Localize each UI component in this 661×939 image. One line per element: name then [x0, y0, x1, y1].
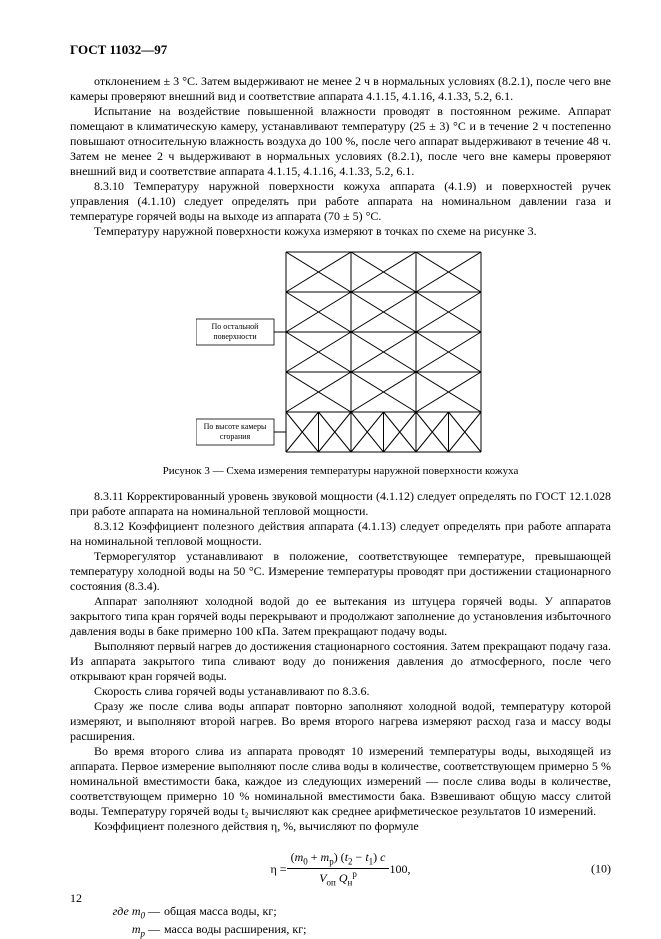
- formula-fraction: (m0 + mр) (t2 − t1) c Vоп Qнр: [287, 850, 390, 887]
- figure-3: По остальной поверхности По высоте камер…: [70, 247, 611, 461]
- page-number: 12: [70, 891, 82, 906]
- paragraph-2: Испытание на воздействие повышенной влаж…: [70, 104, 611, 179]
- figure-label-top-line1: По остальной: [211, 322, 259, 331]
- figure-label-bottom-line1: По высоте камеры: [203, 422, 266, 431]
- formula-tail: 100,: [389, 862, 410, 877]
- paragraph-3: 8.3.10 Температуру наружной поверхности …: [70, 179, 611, 224]
- formula-number: (10): [591, 862, 611, 877]
- paragraph-13: Коэффициент полезного действия η, %, выч…: [70, 819, 611, 834]
- formula-lhs: η =: [271, 862, 287, 877]
- paragraph-8: Аппарат заполняют холодной водой до ее в…: [70, 594, 611, 639]
- figure-label-top-line2: поверхности: [213, 332, 257, 341]
- paragraph-10: Скорость слива горячей воды устанавливаю…: [70, 684, 611, 699]
- paragraph-12: Во время второго слива из аппарата прово…: [70, 744, 611, 819]
- page: ГОСТ 11032—97 отклонением ± 3 °С. Затем …: [0, 0, 661, 936]
- doc-header: ГОСТ 11032—97: [70, 42, 611, 58]
- figure-label-bottom-line2: сгорания: [219, 432, 250, 441]
- paragraph-7: Терморегулятор устанавливают в положение…: [70, 549, 611, 594]
- paragraph-4: Температуру наружной поверхности кожуха …: [70, 224, 611, 239]
- paragraph-6: 8.3.12 Коэффициент полезного действия ап…: [70, 519, 611, 549]
- paragraph-1: отклонением ± 3 °С. Затем выдерживают не…: [70, 74, 611, 104]
- paragraph-9: Выполняют первый нагрев до достижения ст…: [70, 639, 611, 684]
- where-row-1: где m0 — общая масса воды, кг;: [94, 904, 611, 922]
- paragraph-11: Сразу же после слива воды аппарат повтор…: [70, 699, 611, 744]
- where-block: где m0 — общая масса воды, кг; mр — масс…: [70, 904, 611, 939]
- where-row-2: mр — масса воды расширения, кг;: [94, 922, 611, 939]
- figure-3-svg: По остальной поверхности По высоте камер…: [196, 247, 486, 457]
- figure-3-caption: Рисунок 3 — Схема измерения температуры …: [70, 465, 611, 479]
- paragraph-5: 8.3.11 Корректированный уровень звуковой…: [70, 489, 611, 519]
- formula-10: η = (m0 + mр) (t2 − t1) c Vоп Qнр 100, (…: [70, 844, 611, 894]
